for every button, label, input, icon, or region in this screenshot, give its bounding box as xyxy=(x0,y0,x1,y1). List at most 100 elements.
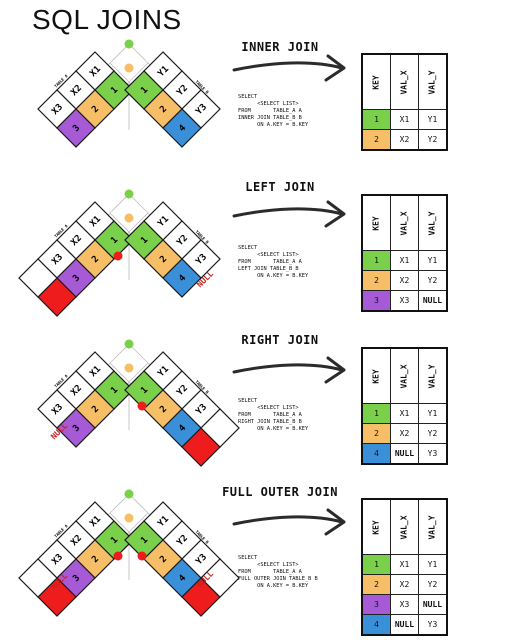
result-row: 4 NULL Y3 xyxy=(361,614,448,636)
result-value-cell: X1 xyxy=(390,250,419,271)
sql-line: FROM TABLE_A A xyxy=(238,108,302,114)
table-b-null-value-cell xyxy=(200,558,240,598)
match-node-green xyxy=(124,339,134,349)
result-table: KEY VAL_X VAL_Y 1 X1 Y1 2 X2 Y2 3 X3 NULL xyxy=(361,194,448,312)
result-row: 2 X2 Y2 xyxy=(361,574,448,595)
sql-snippet: SELECT <SELECT LIST> FROM TABLE_A A RIGHT … xyxy=(238,398,308,433)
result-key-cell: 2 xyxy=(361,423,391,444)
result-key-cell: 1 xyxy=(361,554,391,575)
result-key-cell: 4 xyxy=(361,443,391,465)
match-node-green xyxy=(124,39,134,49)
result-value-cell: Y1 xyxy=(418,403,448,424)
join-section-left: 1 X1 2 X2 3 X3 1 Y1 2 Y2 4 Y3 NULL TABLE A TABLE B LEFT… xyxy=(0,180,512,330)
result-key-cell: 1 xyxy=(361,109,391,130)
result-value-cell: X1 xyxy=(390,109,419,130)
result-row: 3 X3 NULL xyxy=(361,594,448,615)
result-header-label: KEY xyxy=(371,519,381,535)
match-node-orange xyxy=(124,213,134,223)
sql-line: RIGHT JOIN TABLE_B B xyxy=(238,419,302,425)
table-a-key-label: 3 xyxy=(71,423,82,434)
result-header-cell: KEY xyxy=(361,498,391,555)
result-row: 1 X1 Y1 xyxy=(361,554,448,575)
result-header-label: KEY xyxy=(371,215,381,231)
table-b-key-label: 1 xyxy=(139,385,150,396)
arrow-shaft xyxy=(232,207,344,218)
sql-snippet: SELECT <SELECT LIST> FROM TABLE_A A FULL O… xyxy=(238,555,318,590)
sql-snippet: SELECT <SELECT LIST> FROM TABLE_A A INNER … xyxy=(238,94,308,129)
sql-line: ON A.KEY = B.KEY xyxy=(238,122,309,128)
arrow-head xyxy=(324,54,346,82)
table-a-key-label: 3 xyxy=(71,273,82,284)
table-a-key-label: 1 xyxy=(109,85,120,96)
result-row: 1 X1 Y1 xyxy=(361,109,448,130)
arrow-head xyxy=(324,200,346,228)
result-row: 2 X2 Y2 xyxy=(361,423,448,444)
sql-line: <SELECT LIST> xyxy=(238,562,299,568)
table-a-key-label: 2 xyxy=(90,404,101,415)
table-a-null-value-cell xyxy=(18,558,58,598)
table-a-key-label: 1 xyxy=(109,535,120,546)
table-b-key-label: 2 xyxy=(158,404,169,415)
sql-line: <SELECT LIST> xyxy=(238,405,299,411)
result-key-cell: 2 xyxy=(361,270,391,291)
join-title: RIGHT JOIN xyxy=(241,333,319,347)
result-header-cell: VAL_X xyxy=(390,498,419,555)
table-b-key-label: 4 xyxy=(177,273,188,284)
result-value-cell: X3 xyxy=(390,290,419,312)
table-a-key-label: 2 xyxy=(90,554,101,565)
result-value-cell: NULL xyxy=(418,290,448,312)
sql-line: FROM TABLE_A A xyxy=(238,569,302,575)
arrow-icon xyxy=(232,508,346,536)
sql-line: FROM TABLE_A A xyxy=(238,259,302,265)
sql-line: ON A.KEY = B.KEY xyxy=(238,583,309,589)
result-header-cell: VAL_Y xyxy=(418,347,448,404)
result-header-label: VAL_Y xyxy=(428,210,437,236)
null-node-red xyxy=(113,551,123,561)
arrow-shaft xyxy=(232,61,344,72)
sql-line: <SELECT LIST> xyxy=(238,252,299,258)
sql-line: ON A.KEY = B.KEY xyxy=(238,273,309,279)
result-key-cell: 1 xyxy=(361,403,391,424)
result-header-cell: VAL_X xyxy=(390,194,419,251)
result-header-cell: VAL_Y xyxy=(418,498,448,555)
result-header-label: VAL_X xyxy=(400,363,409,389)
result-header-cell: VAL_X xyxy=(390,347,419,404)
result-row: 3 X3 NULL xyxy=(361,290,448,312)
table-b-key-cell xyxy=(162,108,202,148)
result-header-cell: VAL_X xyxy=(390,53,419,110)
result-value-cell: NULL xyxy=(418,594,448,615)
result-header-cell: VAL_Y xyxy=(418,53,448,110)
match-node-orange xyxy=(124,63,134,73)
result-table: KEY VAL_X VAL_Y 1 X1 Y1 2 X2 Y2 4 NULL Y3 xyxy=(361,347,448,465)
result-value-cell: X2 xyxy=(390,423,419,444)
sql-line: SELECT xyxy=(238,555,258,561)
table-a-key-label: 2 xyxy=(90,254,101,265)
result-header-label: KEY xyxy=(371,74,381,90)
table-b-key-label: 4 xyxy=(177,573,188,584)
table-a-key-label: 2 xyxy=(90,104,101,115)
result-header-label: VAL_X xyxy=(400,210,409,236)
result-value-cell: X1 xyxy=(390,403,419,424)
table-a-key-label: 1 xyxy=(109,235,120,246)
result-key-cell: 4 xyxy=(361,614,391,636)
result-row: 4 NULL Y3 xyxy=(361,443,448,465)
sql-snippet: SELECT <SELECT LIST> FROM TABLE_A A LEFT J… xyxy=(238,245,308,280)
match-node-orange xyxy=(124,513,134,523)
result-value-cell: Y2 xyxy=(418,270,448,291)
table-b-key-label: 2 xyxy=(158,104,169,115)
arrow-shaft xyxy=(232,515,344,526)
result-value-cell: X2 xyxy=(390,270,419,291)
null-node-red xyxy=(113,251,123,261)
sql-line: ON A.KEY = B.KEY xyxy=(238,426,309,432)
result-key-cell: 3 xyxy=(361,594,391,615)
result-value-cell: X2 xyxy=(390,574,419,595)
arrow-icon xyxy=(232,54,346,82)
table-a-null-value-cell xyxy=(18,258,58,298)
match-node-orange xyxy=(124,363,134,373)
result-value-cell: X1 xyxy=(390,554,419,575)
